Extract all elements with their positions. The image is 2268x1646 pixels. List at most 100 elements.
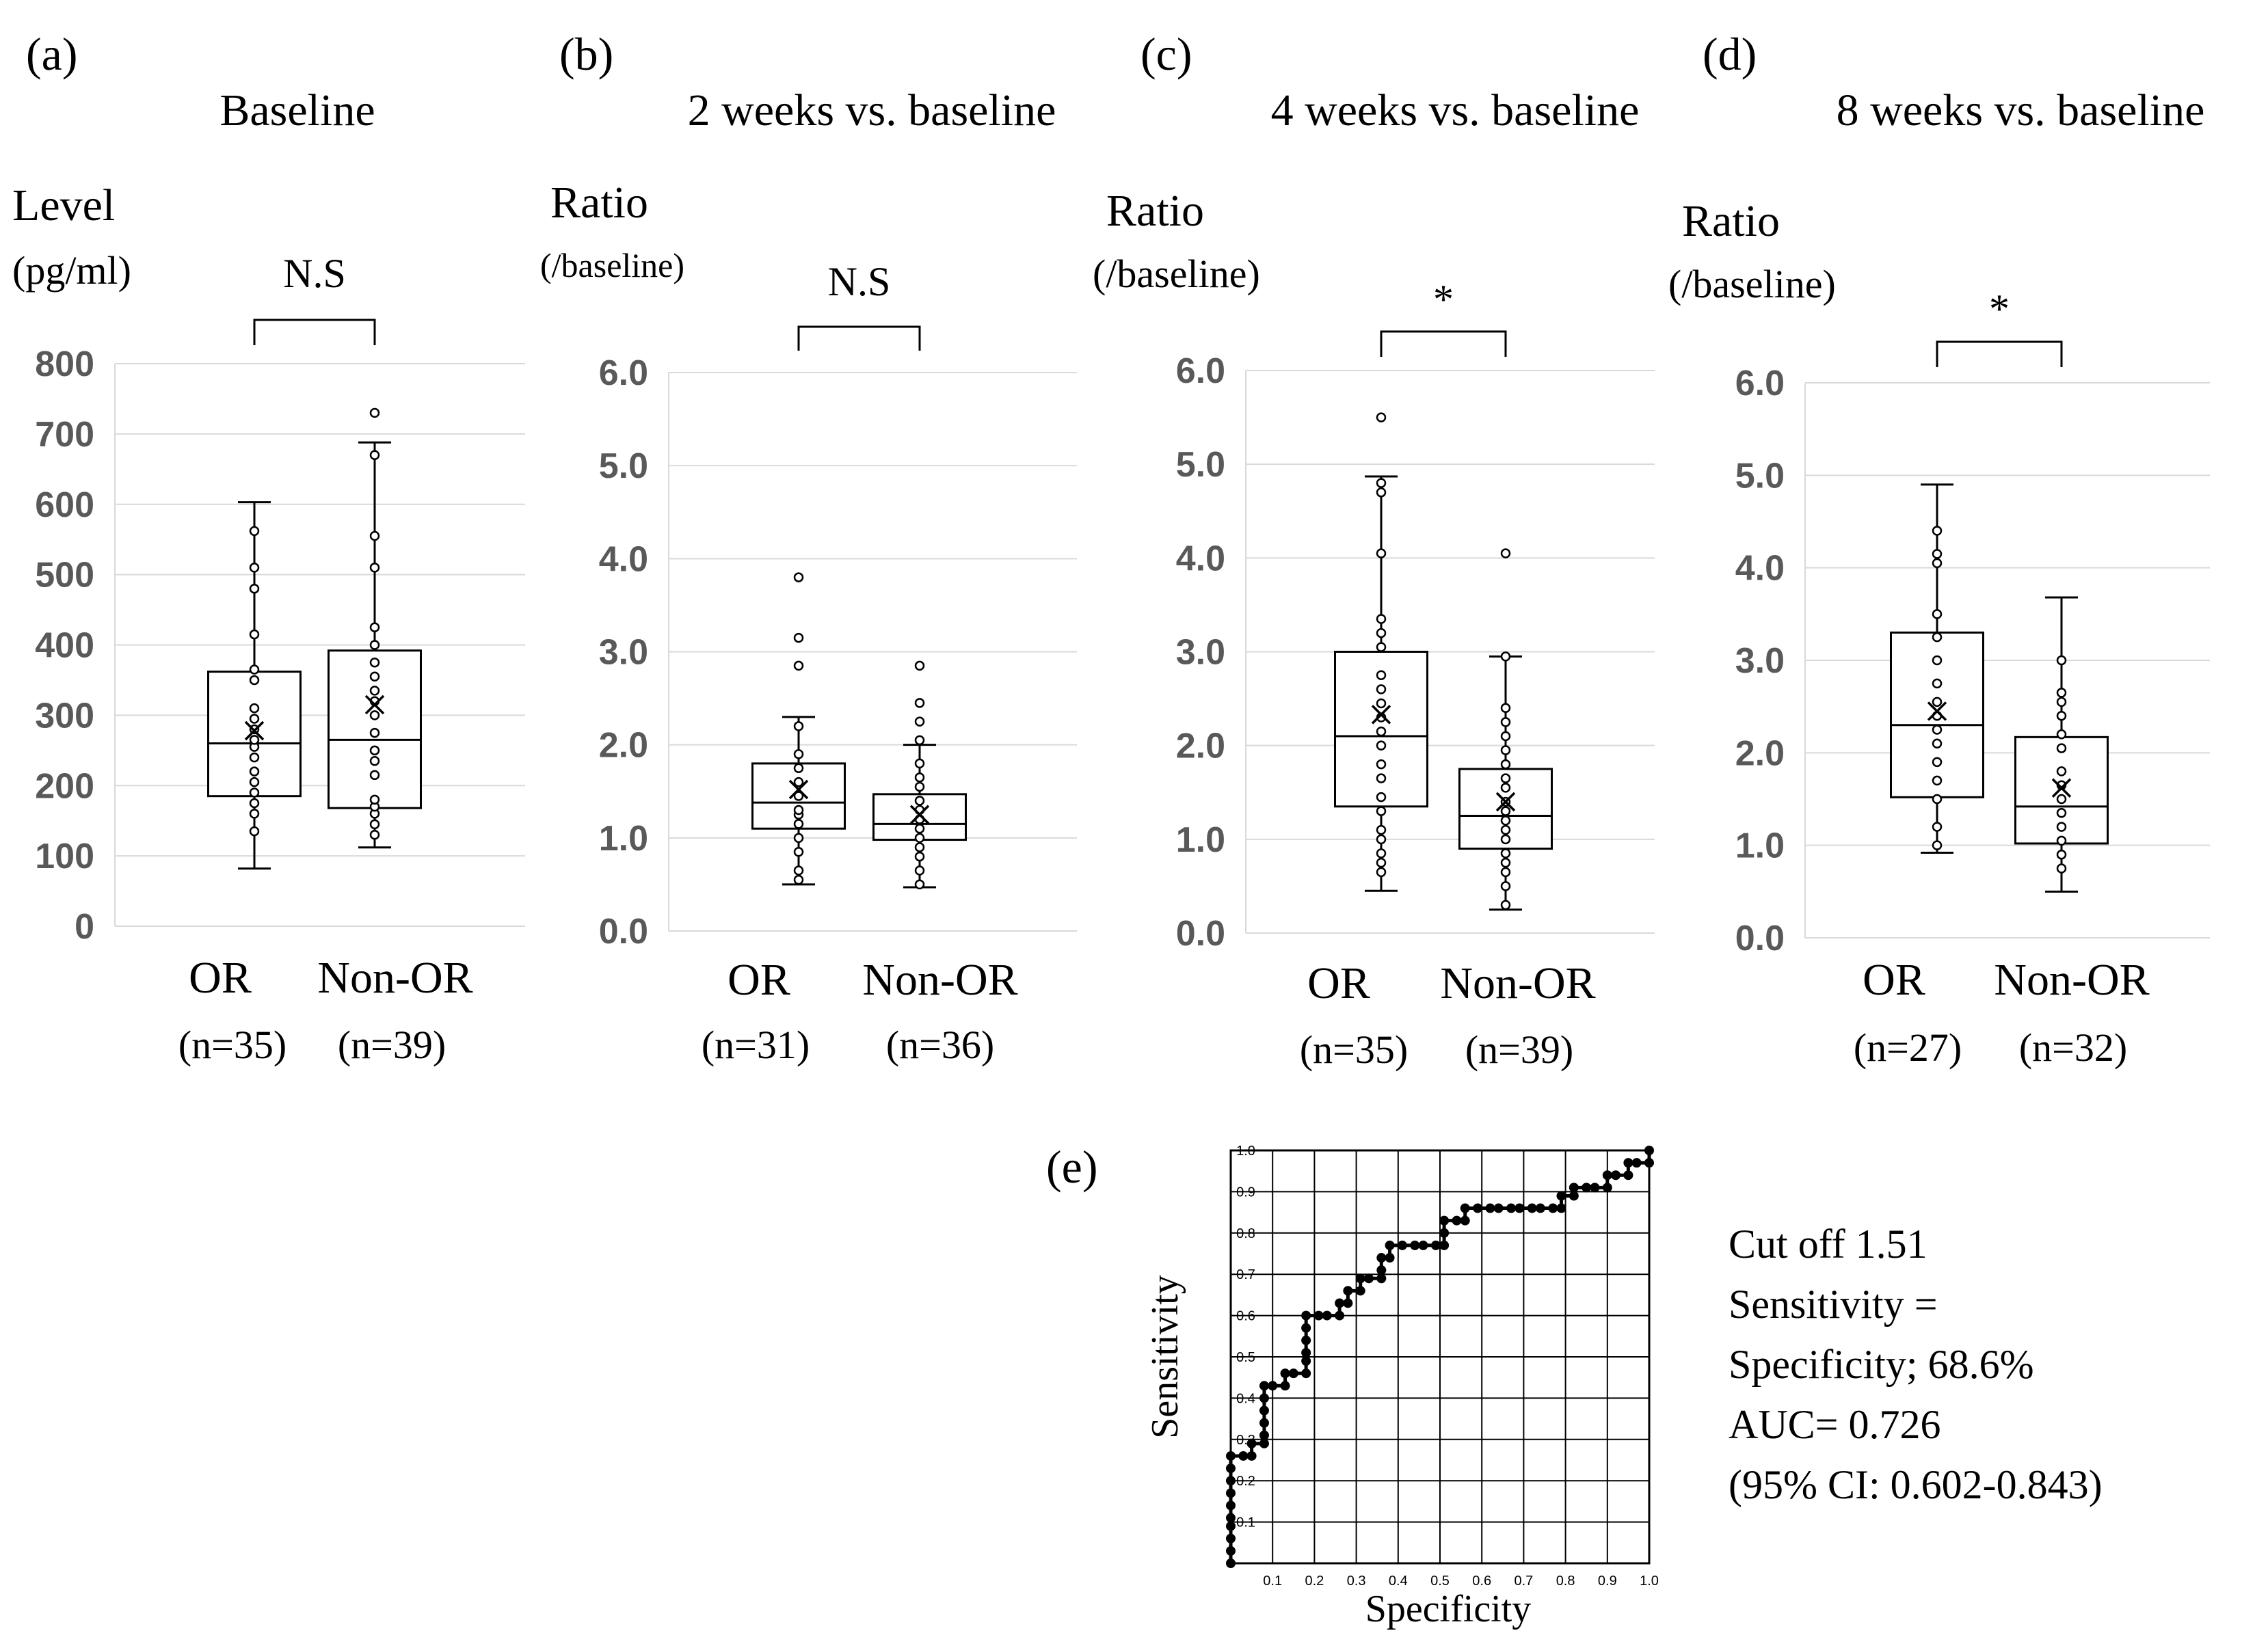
roc-point <box>1460 1215 1470 1226</box>
data-point <box>1932 725 1943 735</box>
data-point <box>369 727 380 738</box>
data-point <box>914 851 925 862</box>
y-tick-label: 3.0 <box>1735 641 1785 681</box>
roc-point <box>1439 1228 1450 1238</box>
data-point <box>2056 808 2067 818</box>
mean-marker <box>1927 701 1947 721</box>
data-point <box>249 752 260 763</box>
roc-point <box>1548 1203 1558 1213</box>
data-point <box>2056 794 2067 805</box>
significance-label: * <box>1433 277 1454 322</box>
box-panels: (a) Baseline Level (pg/ml) 0 100 200 300 400 500 6… <box>12 28 2210 1072</box>
y-tick-label: 100 <box>35 837 94 876</box>
panel-label: (c) <box>1140 28 1192 80</box>
roc-y-tick-label: 0.7 <box>1236 1267 1255 1282</box>
roc-point <box>1226 1559 1236 1568</box>
roc-point <box>1280 1381 1290 1391</box>
data-point <box>369 530 380 541</box>
roc-point <box>1259 1418 1269 1428</box>
roc-ci-text: (95% CI: 0.602-0.843) <box>1729 1462 2103 1507</box>
roc-point <box>1623 1158 1633 1168</box>
data-point <box>369 622 380 633</box>
data-point <box>1376 792 1387 802</box>
data-point <box>1376 740 1387 751</box>
box-group-or <box>1334 412 1428 892</box>
roc-point <box>1527 1203 1537 1213</box>
data-point <box>1500 834 1511 845</box>
roc-point <box>1376 1273 1387 1284</box>
y-axis-label: Ratio <box>1682 196 1780 246</box>
roc-point <box>1439 1240 1450 1250</box>
data-point <box>1376 806 1387 816</box>
roc-y-tick-label: 1.0 <box>1236 1144 1255 1159</box>
data-point <box>1376 412 1387 422</box>
data-point <box>369 770 380 781</box>
roc-y-tick-label: 0.1 <box>1236 1515 1255 1530</box>
data-point <box>1500 815 1511 826</box>
data-point <box>249 787 260 798</box>
roc-point <box>1226 1533 1236 1543</box>
data-point <box>369 686 380 696</box>
data-point <box>1376 478 1387 488</box>
mean-marker <box>909 805 930 825</box>
data-point <box>914 823 925 834</box>
data-point <box>1932 558 1943 569</box>
y-tick-label: 1.0 <box>1176 820 1225 860</box>
data-point <box>914 781 925 792</box>
data-point <box>369 671 380 682</box>
data-point <box>1376 773 1387 783</box>
roc-point <box>1301 1335 1311 1345</box>
data-point <box>369 563 380 573</box>
roc-x-tick-label: 0.2 <box>1305 1574 1324 1589</box>
data-point <box>1376 824 1387 835</box>
roc-annotation: Cut off 1.51 Sensitivity = Specificity; … <box>1729 1222 2103 1507</box>
roc-point <box>1259 1405 1269 1416</box>
sample-size-label: (n=31) <box>702 1023 810 1067</box>
y-tick-label: 5.0 <box>599 446 648 486</box>
data-point <box>1500 651 1511 662</box>
category-label: OR <box>1307 958 1370 1008</box>
roc-point <box>1226 1488 1236 1498</box>
roc-point <box>1473 1203 1483 1213</box>
data-point <box>793 660 804 671</box>
roc-point <box>1363 1273 1374 1284</box>
significance-bracket <box>1936 340 2063 367</box>
roc-y-tick-label: 0.8 <box>1236 1226 1255 1241</box>
box-group-or <box>751 572 846 886</box>
data-point <box>1500 773 1511 783</box>
roc-y-tick-label: 0.5 <box>1236 1350 1255 1365</box>
roc-x-tick-label: 0.7 <box>1514 1574 1533 1589</box>
roc-y-tick-label: 0.6 <box>1236 1309 1255 1324</box>
roc-point <box>1623 1170 1633 1180</box>
data-point <box>369 745 380 756</box>
data-point <box>369 794 380 805</box>
y-axis-unit: (/baseline) <box>540 246 684 284</box>
y-tick-label: 600 <box>35 485 94 525</box>
roc-point <box>1556 1203 1566 1213</box>
data-point <box>793 572 804 582</box>
data-point <box>1376 867 1387 878</box>
roc-point <box>1322 1310 1332 1321</box>
roc-point <box>1246 1438 1257 1448</box>
data-point <box>1932 526 1943 536</box>
data-point <box>2056 729 2067 740</box>
roc-point <box>1280 1368 1290 1379</box>
roc-specificity-text: Specificity; 68.6% <box>1729 1342 2034 1387</box>
y-tick-label: 5.0 <box>1735 456 1785 496</box>
data-point <box>249 703 260 714</box>
panel-label: (e) <box>1046 1141 1097 1193</box>
roc-point <box>1590 1183 1600 1193</box>
roc-point <box>1410 1240 1420 1250</box>
y-axis-unit: (/baseline) <box>1093 252 1260 296</box>
roc-point <box>1569 1183 1579 1193</box>
roc-panel: (e) 0.1 0.2 0.3 0.4 0.5 0.6 0.7 0.8 0.9 1.0 0.1 0.2 0… <box>1046 1141 1659 1630</box>
sample-size-label: (n=39) <box>338 1023 446 1067</box>
data-point <box>1376 857 1387 868</box>
panel-title: 4 weeks vs. baseline <box>1271 85 1640 135</box>
y-tick-label: 2.0 <box>1176 727 1225 766</box>
sample-size-label: (n=36) <box>886 1023 994 1067</box>
data-point <box>369 710 380 720</box>
roc-point <box>1644 1146 1654 1155</box>
data-point <box>914 716 925 727</box>
